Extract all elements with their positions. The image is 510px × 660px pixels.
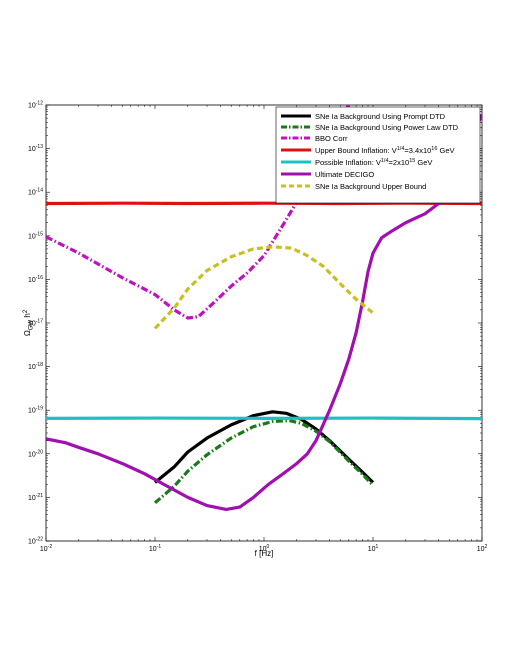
legend-label-decigo: Ultimate DECIGO [315,170,374,179]
y-tick-label: 10-19 [28,406,43,415]
y-tick-label: 10-18 [28,362,43,371]
y-tick-label: 10-20 [28,449,43,458]
legend-box [275,106,481,204]
legend-label-powerlaw: SNe Ia Background Using Power Law DTD [315,123,459,132]
y-tick-label: 10-21 [28,493,43,502]
legend-label-possible-inflation: Possible Inflation: V1/4=2x1015 GeV [315,158,432,167]
legend-label-upper-inflation: Upper Bound Inflation: V1/4=3.4x1016 GeV [315,146,455,155]
legend-label-prompt: SNe Ia Background Using Prompt DTD [315,112,446,121]
x-tick-label: 10-1 [149,544,161,553]
y-tick-label: 10-12 [28,101,43,110]
y-tick-label: 10-15 [28,231,43,240]
series-line-possible_inflation [46,416,482,421]
x-tick-label: 100 [259,544,270,553]
series-line-upper_bound [153,245,375,330]
series-line-powerlaw [153,418,375,505]
y-tick-label: 10-16 [28,275,43,284]
x-tick-label: 102 [477,544,488,553]
tick-labels: 10-2 10-1 100 101 102 10-22 10-21 10-20 10-19 10-… [28,101,488,554]
y-tick-label: 10-14 [28,188,43,197]
y-axis-label: ΩGW h2 [23,309,35,336]
legend-label-bbo: BBO Corr [315,134,348,143]
legend: SNe Ia Background Using Prompt DTD SNe I… [275,106,481,204]
y-tick-label: 10-13 [28,144,43,153]
legend-label-upper-bound: SNe Ia Background Upper Bound [315,182,426,191]
x-tick-label: 101 [368,544,379,553]
x-axis-label: f [Hz] [255,549,274,558]
y-tick-label: 10-17 [28,319,43,328]
y-tick-label: 10-22 [28,537,43,546]
x-tick-label: 10-2 [40,544,52,553]
